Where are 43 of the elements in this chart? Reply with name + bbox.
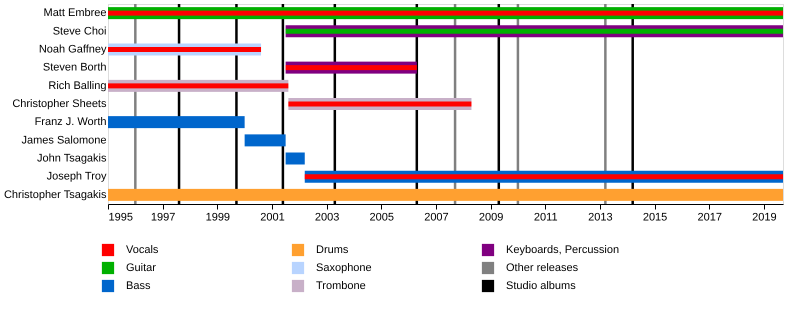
- legend-label: Vocals: [126, 244, 159, 256]
- y-tick-label: Noah Gaffney: [38, 43, 107, 56]
- bar: [108, 10, 783, 16]
- x-tick-label: 2003: [314, 212, 340, 224]
- bar: [244, 134, 286, 146]
- bar: [108, 83, 288, 88]
- x-tick-label: 1997: [150, 212, 176, 224]
- legend-label: Saxophone: [316, 262, 372, 274]
- x-tick-label: 2009: [478, 212, 504, 224]
- bar: [108, 116, 245, 128]
- x-tick-label: 2015: [642, 212, 668, 224]
- y-tick-label: Steven Borth: [42, 62, 106, 74]
- y-tick-label: Christopher Tsagakis: [4, 188, 107, 201]
- legend-label: Drums: [316, 244, 349, 256]
- legend-label: Bass: [126, 280, 151, 292]
- y-tick-label: James Salomone: [22, 134, 106, 146]
- y-tick-label: Matt Embree: [44, 7, 106, 20]
- x-tick-label: 2013: [588, 212, 613, 224]
- x-tick-label: 2007: [424, 212, 449, 224]
- bar: [288, 102, 472, 106]
- x-tick-label: 2011: [534, 212, 558, 224]
- legend-label: Trombone: [316, 280, 366, 292]
- x-tick-label: 1999: [206, 212, 230, 224]
- bar: [108, 46, 262, 52]
- y-tick-label: John Tsagakis: [36, 152, 107, 165]
- x-tick-label: 2019: [752, 212, 777, 224]
- legend-label: Studio albums: [506, 280, 576, 292]
- legend-label: Other releases: [506, 262, 579, 274]
- bar: [304, 174, 783, 180]
- y-tick-label: Rich Balling: [48, 80, 106, 92]
- y-tick-label: Franz J. Worth: [34, 116, 106, 128]
- x-tick-label: 1995: [108, 212, 133, 224]
- bar: [108, 188, 783, 201]
- x-tick-label: 2017: [697, 212, 722, 224]
- legend-label: Guitar: [126, 262, 156, 274]
- x-tick-label: 2005: [370, 212, 394, 224]
- bar: [286, 152, 305, 165]
- y-tick-label: Joseph Troy: [46, 170, 107, 183]
- y-tick-label: Christopher Sheets: [12, 98, 107, 110]
- legend-label: Keyboards, Percussion: [506, 244, 620, 256]
- x-tick-label: 2001: [260, 212, 285, 224]
- y-tick-label: Steve Choi: [52, 25, 106, 38]
- bar: [286, 65, 417, 70]
